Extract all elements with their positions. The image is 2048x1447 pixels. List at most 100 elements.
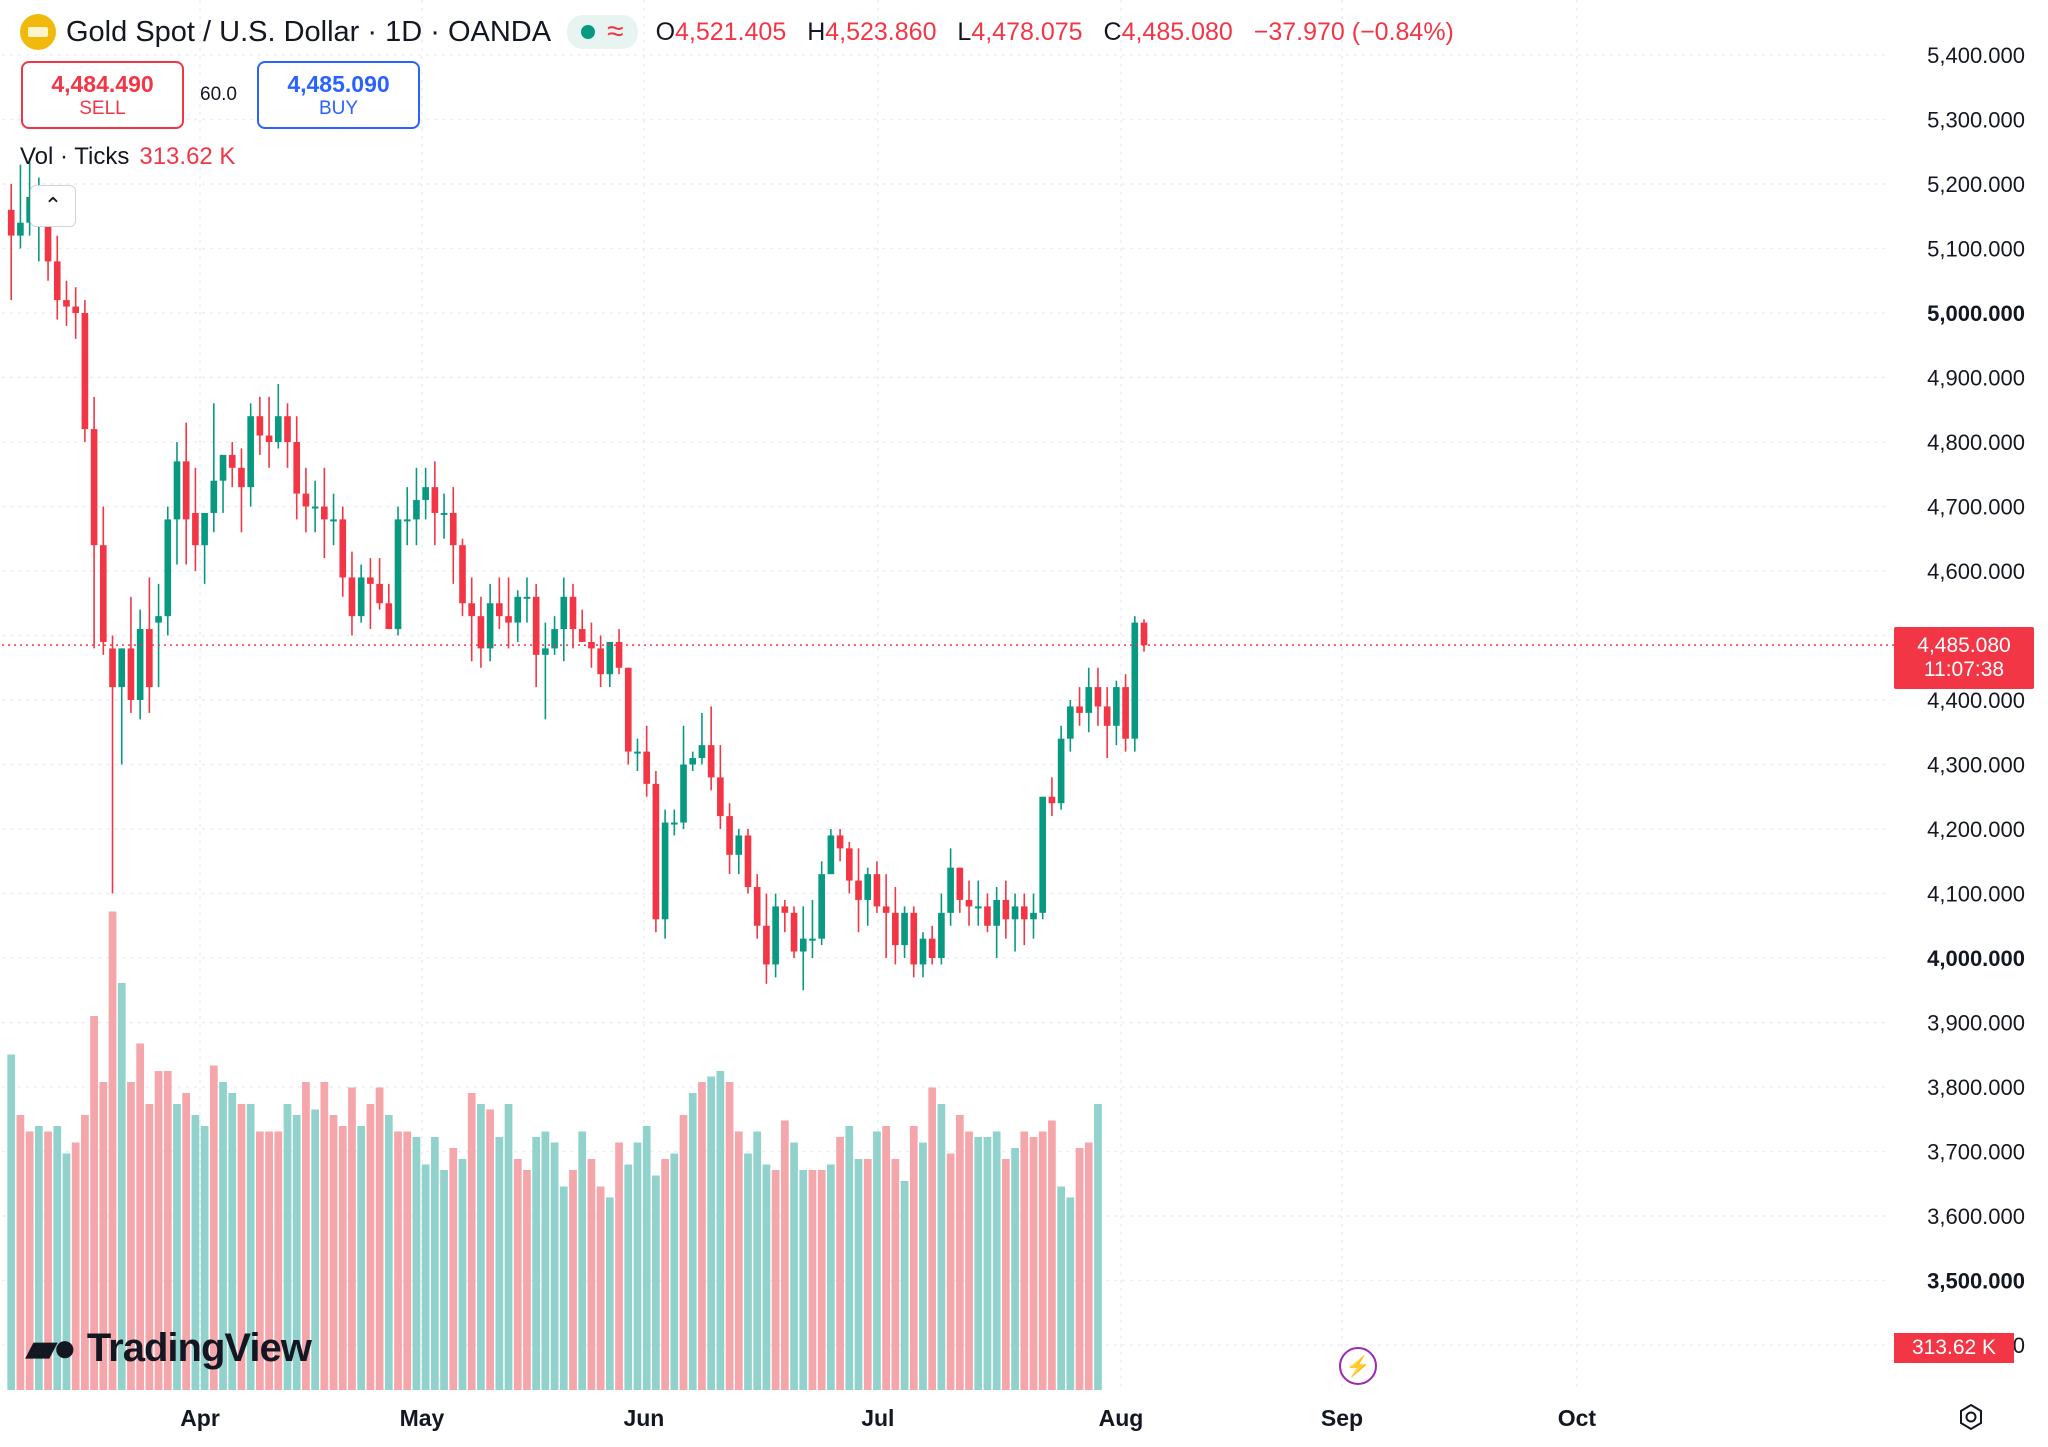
candle-body: [136, 629, 144, 700]
candle-body: [781, 906, 789, 913]
candle: [984, 893, 991, 933]
volume-bar: [688, 1093, 697, 1390]
volume-bar: [661, 1159, 669, 1390]
volume-bar: [716, 1071, 725, 1390]
candle-body: [1020, 906, 1028, 920]
lightning-icon[interactable]: ⚡: [1339, 1347, 1377, 1385]
price-tick-label: 3,700.000: [1927, 1140, 2025, 1165]
candle-body: [431, 487, 439, 513]
candle-body: [505, 616, 512, 623]
candle-body: [311, 506, 319, 509]
candle-body: [127, 648, 135, 700]
candle-body: [707, 745, 715, 778]
volume-bar: [274, 1131, 283, 1390]
candle: [330, 493, 337, 546]
price-tick-label: 4,800.000: [1927, 430, 2025, 455]
time-tick-label: Apr: [180, 1405, 220, 1431]
candle: [505, 577, 512, 649]
candle-body: [182, 461, 190, 520]
candle: [956, 867, 964, 913]
volume-bar: [311, 1109, 319, 1390]
sell-button[interactable]: 4,484.490 SELL: [21, 61, 184, 129]
candle-body: [735, 835, 743, 855]
tradingview-logo[interactable]: ▰● TradingView: [26, 1325, 312, 1371]
candle-body: [717, 777, 724, 817]
volume-bar: [974, 1137, 983, 1390]
buy-button[interactable]: 4,485.090 BUY: [257, 61, 420, 129]
candle-body: [367, 577, 374, 584]
symbol-title[interactable]: Gold Spot / U.S. Dollar · 1D · OANDA: [66, 15, 552, 48]
market-open-dot-icon: [581, 25, 596, 39]
candle-body: [514, 596, 522, 623]
price-tick-label: 3,600.000: [1927, 1204, 2025, 1229]
candle-body: [321, 506, 328, 520]
candle: [799, 906, 807, 991]
status-pill[interactable]: ≈: [567, 15, 638, 49]
volume-bar: [357, 1126, 366, 1390]
candle-body: [1113, 687, 1120, 726]
spread-value: 60.0: [200, 84, 237, 105]
volume-bar: [652, 1175, 660, 1390]
volume-bar: [845, 1126, 854, 1390]
candle: [118, 648, 126, 765]
volume-bar: [946, 1153, 955, 1390]
volume-bar: [983, 1137, 992, 1390]
volume-bar: [338, 1126, 347, 1390]
candle-body: [818, 874, 825, 939]
candle-body: [882, 906, 890, 913]
candle-body: [330, 519, 337, 522]
candle: [99, 506, 107, 655]
price-tick-label: 4,100.000: [1927, 882, 2025, 907]
chart-header: Gold Spot / U.S. Dollar · 1D · OANDA ≈ O…: [20, 10, 1468, 54]
volume-bar: [1066, 1197, 1075, 1390]
volume-legend[interactable]: Vol · Ticks 313.62 K: [20, 143, 235, 171]
gear-icon[interactable]: [1956, 1402, 1986, 1432]
candle: [661, 809, 669, 939]
candle: [81, 300, 89, 442]
volume-bar: [320, 1082, 329, 1390]
volume-bar: [34, 1126, 43, 1390]
volume-bar: [1029, 1137, 1038, 1390]
volume-bar: [256, 1131, 264, 1390]
candle: [689, 751, 697, 771]
volume-bar: [302, 1082, 310, 1390]
candle: [274, 383, 282, 449]
volume-bar: [900, 1181, 909, 1390]
candle-body: [845, 848, 853, 881]
candle-body: [26, 196, 33, 223]
candle-body: [118, 648, 126, 688]
volume-bar: [62, 1153, 71, 1390]
candle: [1048, 777, 1056, 817]
candle: [818, 861, 825, 946]
price-tick-label: 4,400.000: [1927, 688, 2025, 713]
chevron-up-icon[interactable]: ⌃: [30, 185, 76, 227]
candle-body: [459, 545, 466, 604]
candle-body: [1030, 912, 1037, 920]
ohlc-readout: O4,521.405 H4,523.860 L4,478.075 C4,485.…: [655, 17, 1454, 46]
candle-body: [670, 822, 678, 825]
candle: [974, 880, 982, 926]
volume-value: 313.62 K: [139, 143, 236, 170]
volume-bar: [191, 1115, 200, 1390]
candle-body: [449, 512, 457, 546]
candle: [468, 577, 476, 662]
volume-bar: [430, 1137, 439, 1390]
volume-bar: [762, 1164, 771, 1390]
candle-body: [210, 480, 218, 513]
candle: [127, 596, 135, 713]
candle-body: [661, 822, 669, 920]
volume-bar: [854, 1159, 863, 1390]
candle: [7, 184, 15, 301]
volume-bar: [615, 1142, 623, 1390]
volume-bar: [1057, 1186, 1065, 1390]
candle-body: [1011, 906, 1019, 920]
candle-body: [956, 867, 964, 900]
candle: [1103, 687, 1111, 759]
candle: [938, 893, 945, 965]
volume-bar: [182, 1093, 191, 1390]
candle-body: [99, 545, 107, 642]
candle: [284, 403, 291, 468]
candle: [892, 887, 899, 965]
volume-bar: [265, 1131, 273, 1390]
